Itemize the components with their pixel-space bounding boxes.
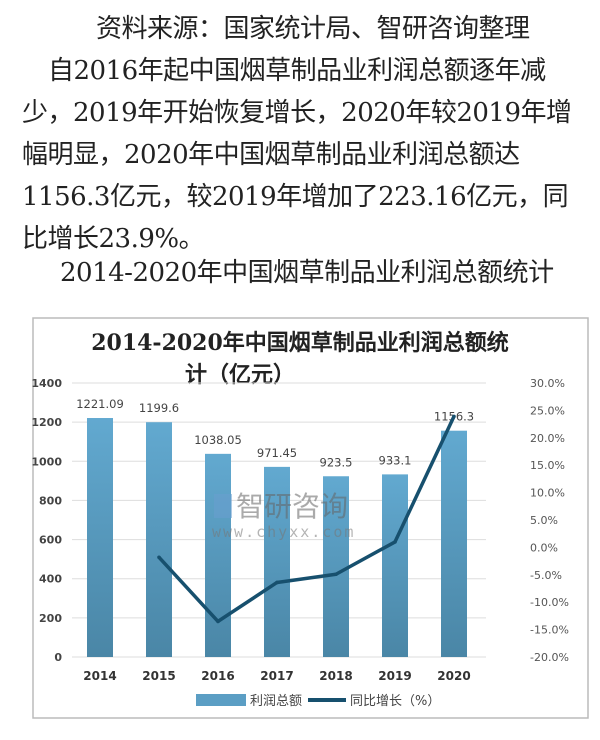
left-axis-tick: 1000: [31, 455, 62, 468]
x-tick-2018: 2018: [319, 669, 352, 683]
x-tick-2014: 2014: [83, 669, 116, 683]
growth-point-2020: [452, 414, 456, 419]
legend-label-bar: 利润总额: [250, 694, 302, 709]
chart-frame: [32, 317, 589, 719]
bar-label-2017: 971.45: [257, 446, 297, 460]
bar-2018: [323, 476, 349, 657]
left-axis-tick: 400: [39, 573, 62, 586]
growth-line: [157, 415, 456, 624]
svg-text:www.chyxx.com: www.chyxx.com: [212, 523, 355, 541]
figure-caption: 2014-2020年中国烟草制品业利润总额统计: [60, 258, 554, 288]
left-axis-tick: 800: [39, 494, 62, 507]
paragraph-line: 1156.3亿元，较2019年增加了223.16亿元，同: [22, 182, 569, 212]
legend-swatch-bar: [196, 694, 246, 706]
x-tick-2016: 2016: [201, 669, 234, 683]
chart-title-line-2: 计（亿元）: [185, 362, 295, 388]
right-axis-tick: 10.0%: [530, 487, 565, 500]
growth-point-2018: [334, 572, 338, 577]
bar-label-2015: 1199.6: [139, 401, 179, 415]
right-axis-tick: -20.0%: [530, 651, 569, 664]
chart-title-line-1: 2014-2020年中国烟草制品业利润总额统: [91, 330, 509, 356]
bar-label-2018: 923.5: [320, 455, 353, 469]
bar-label-2016: 1038.05: [194, 433, 242, 447]
left-axis-tick: 1200: [31, 416, 62, 429]
bar-label-2014: 1221.09: [76, 397, 124, 411]
right-axis-tick: -5.0%: [530, 569, 562, 582]
right-axis-tick: 5.0%: [530, 514, 558, 527]
growth-point-2017: [275, 580, 279, 585]
left-axis-tick: 600: [39, 534, 62, 547]
source-line: 资料来源：国家统计局、智研咨询整理: [96, 14, 530, 44]
growth-point-2016: [216, 619, 220, 624]
watermark-logo-icon: [214, 494, 232, 518]
bar-2014: [87, 418, 113, 657]
right-axis-tick: 20.0%: [530, 432, 565, 445]
bar-2019: [382, 474, 408, 657]
right-axis-tick: -10.0%: [530, 596, 569, 609]
right-axis-tick: 25.0%: [530, 404, 565, 417]
growth-point-2019: [393, 540, 397, 544]
bar-2016: [205, 453, 231, 657]
x-tick-2015: 2015: [142, 669, 175, 683]
legend-label-line: 同比增长（%）: [350, 694, 440, 709]
paragraph-line: 比增长23.9%。: [22, 224, 205, 254]
right-axis-tick: 0.0%: [530, 541, 558, 554]
paragraph-line: 幅明显，2020年中国烟草制品业利润总额达: [22, 140, 520, 170]
x-tick-2020: 2020: [437, 669, 470, 683]
legend: 利润总额 同比增长（%）: [196, 694, 440, 709]
x-tick-2019: 2019: [378, 669, 411, 683]
bar-2015: [146, 422, 172, 657]
bar-2017: [264, 466, 290, 657]
left-axis-tick: 0: [54, 651, 62, 664]
bar-label-2019: 933.1: [379, 453, 412, 467]
watermark: 智研咨询 www.chyxx.com: [212, 490, 355, 541]
left-axis-tick: 1400: [31, 377, 62, 390]
growth-point-2015: [157, 555, 161, 560]
x-tick-2017: 2017: [260, 669, 293, 683]
bar-2020: [441, 430, 467, 657]
right-axis-tick: -15.0%: [530, 624, 569, 637]
svg-text:智研咨询: 智研咨询: [236, 490, 348, 523]
left-axis-tick: 200: [39, 612, 62, 625]
paragraph-line: 少，2019年开始恢复增长，2020年较2019年增: [22, 98, 572, 128]
right-axis-tick: 30.0%: [530, 377, 565, 390]
paragraph-line: 自2016年起中国烟草制品业利润总额逐年减: [48, 56, 546, 86]
right-axis-tick: 15.0%: [530, 459, 565, 472]
